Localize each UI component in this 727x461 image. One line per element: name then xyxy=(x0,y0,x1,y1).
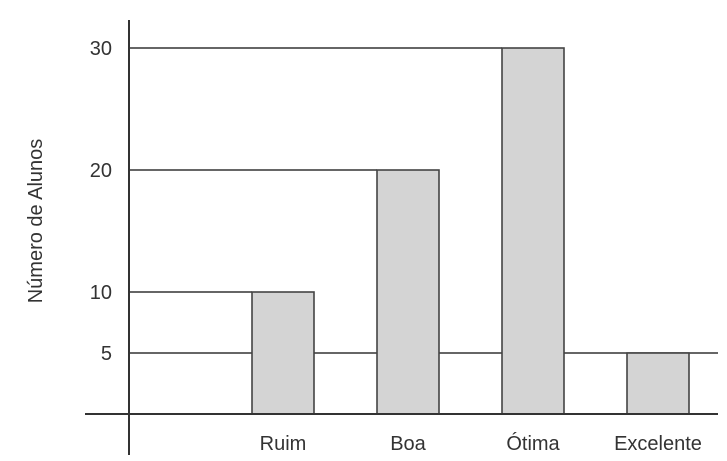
category-label: Excelente xyxy=(614,433,702,455)
y-tick-label: 10 xyxy=(90,282,112,304)
y-tick-label: 5 xyxy=(101,343,112,365)
category-label: Ruim xyxy=(260,433,307,455)
y-tick-labels: 5 10 20 30 xyxy=(90,38,112,365)
y-tick-label: 20 xyxy=(90,160,112,182)
bar-ótima xyxy=(501,47,565,415)
category-label: Ótima xyxy=(506,432,560,455)
bar-excelente xyxy=(626,352,690,415)
bar-ruim xyxy=(251,291,315,415)
y-axis-label: Número de Alunos xyxy=(25,139,47,304)
category-label: Boa xyxy=(390,433,426,455)
bars xyxy=(251,47,690,415)
y-tick-label: 30 xyxy=(90,38,112,60)
category-labels: Ruim Boa Ótima Excelente xyxy=(260,432,702,455)
bar-boa xyxy=(376,169,440,415)
